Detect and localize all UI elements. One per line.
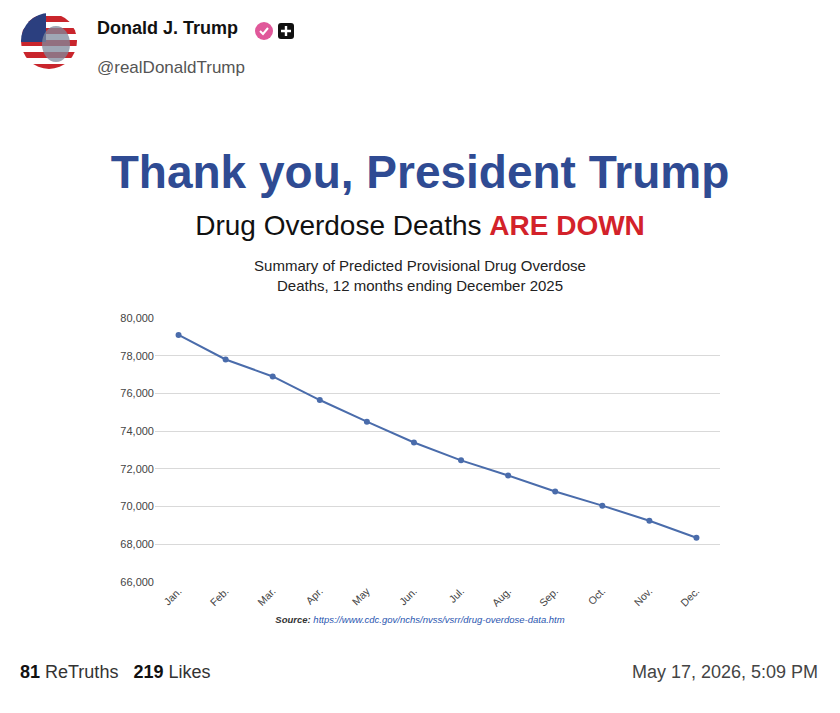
svg-text:68,000: 68,000 (120, 538, 154, 550)
html-text:81 ReTruths 219 Likes: 81 ReTruths 219 Likes (20, 662, 211, 682)
svg-text:66,000: 66,000 (120, 576, 154, 588)
html-text:Summary of Predicted Provision: Summary of Predicted Provisional Drug Ov… (254, 257, 586, 294)
svg-text:Apr.: Apr. (303, 585, 325, 607)
svg-text:80,000: 80,000 (120, 312, 154, 324)
svg-text:Jul.: Jul. (446, 585, 466, 605)
svg-text:Jan.: Jan. (161, 585, 184, 608)
svg-text:Nov.: Nov. (631, 585, 654, 608)
svg-text:Jun.: Jun. (397, 585, 420, 608)
svg-text:Dec.: Dec. (678, 585, 702, 609)
svg-text:76,000: 76,000 (120, 387, 154, 399)
html-text:Drug Overdose Deaths ARE DOWN: Drug Overdose Deaths ARE DOWN (195, 210, 645, 241)
svg-text:74,000: 74,000 (120, 425, 154, 437)
html-text:May 17, 2026, 5:09 PM: May 17, 2026, 5:09 PM (631, 662, 818, 682)
svg-text:Mar.: Mar. (255, 585, 278, 608)
svg-text:70,000: 70,000 (120, 500, 154, 512)
svg-text:Sep.: Sep. (537, 585, 561, 609)
html-text:@realDonaldTrump: @realDonaldTrump (97, 58, 245, 77)
svg-text:72,000: 72,000 (120, 463, 154, 475)
svg-text:May: May (349, 584, 372, 607)
html-text:Source: https://www.cdc.gov/nc: Source: https://www.cdc.gov/nchs/nvss/vs… (275, 614, 565, 625)
svg-text:Oct.: Oct. (585, 585, 607, 607)
svg-text:78,000: 78,000 (120, 350, 154, 362)
html-text:Thank you, President Trump: Thank you, President Trump (110, 146, 730, 198)
html-text:Donald J. Trump: Donald J. Trump (97, 18, 238, 38)
svg-text:Feb.: Feb. (207, 585, 230, 608)
svg-text:Aug.: Aug. (489, 585, 513, 609)
